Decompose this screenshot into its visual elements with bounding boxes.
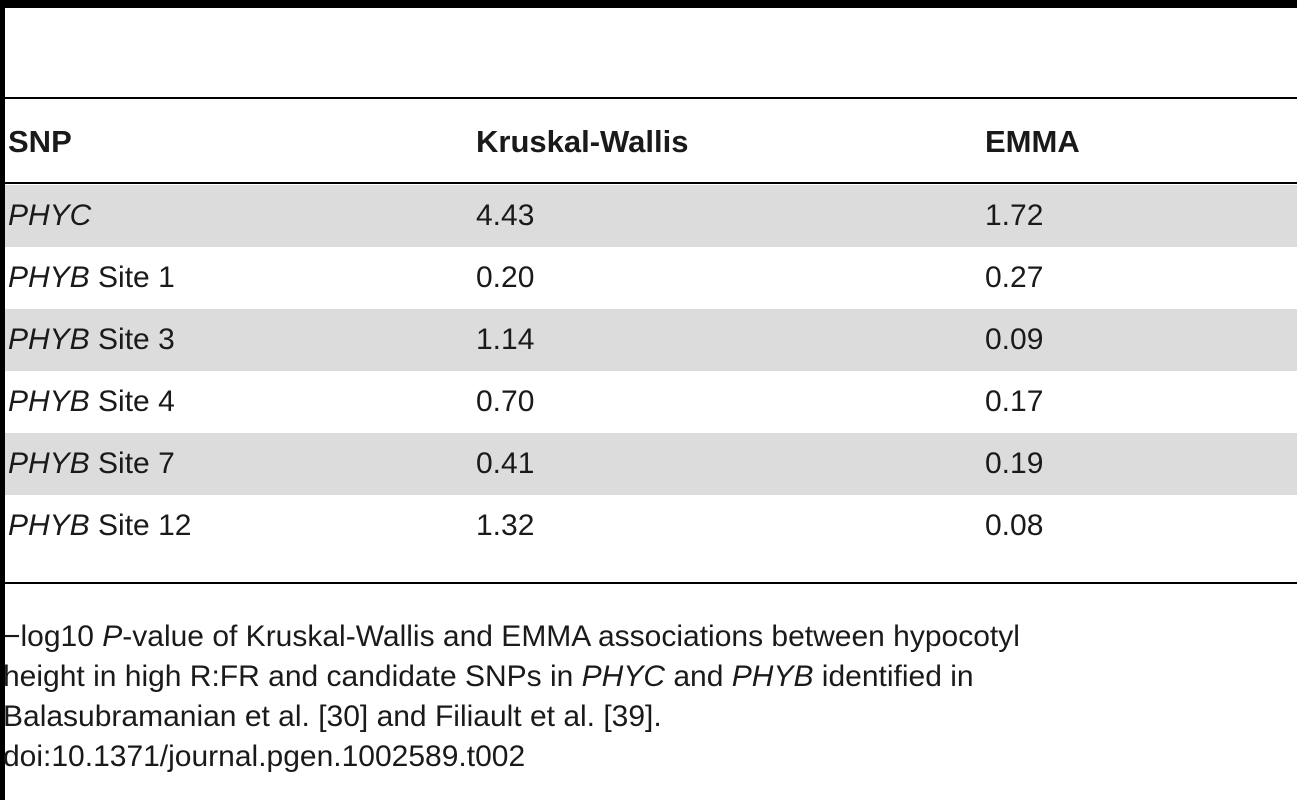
kruskal-wallis-cell: 4.43 xyxy=(476,199,535,232)
gene-name: PHYB xyxy=(8,385,90,418)
snp-cell: PHYB Site 4 xyxy=(8,371,175,433)
gene-name: PHYB xyxy=(8,323,90,356)
header-emma: EMMA xyxy=(985,124,1080,159)
footnote-text: -value of Kruskal-Wallis and EMMA associ… xyxy=(122,620,1020,653)
header-top-rule xyxy=(5,97,1297,99)
table-header-row: SNP Kruskal-Wallis EMMA xyxy=(5,111,1297,173)
emma-cell: 0.27 xyxy=(985,261,1044,294)
header-bottom-rule xyxy=(5,182,1297,184)
emma-cell: 0.17 xyxy=(985,385,1044,418)
header-snp: SNP xyxy=(8,124,72,159)
emma-cell: 0.09 xyxy=(985,323,1044,356)
kruskal-wallis-cell: 0.20 xyxy=(476,261,535,294)
table-row: PHYB Site 1 0.20 0.27 xyxy=(5,247,1297,309)
gene-name: PHYB xyxy=(8,447,90,480)
table-footnote: −log10 P-value of Kruskal-Wallis and EMM… xyxy=(3,617,1293,777)
header-kruskal-wallis: Kruskal-Wallis xyxy=(476,124,689,159)
kruskal-wallis-cell: 1.32 xyxy=(476,509,535,542)
snp-cell: PHYB Site 7 xyxy=(8,433,175,495)
site-label: Site 7 xyxy=(89,447,175,480)
gene-name: PHYC xyxy=(8,199,92,232)
gene-name: PHYB xyxy=(8,509,90,542)
table-top-border xyxy=(0,0,1297,8)
footnote-p-symbol: P xyxy=(102,620,123,653)
footnote-text: height in high R:FR and candidate SNPs i… xyxy=(3,660,582,693)
footnote-gene-phyc: PHYC xyxy=(581,660,666,693)
footnote-text: and xyxy=(665,660,732,693)
kruskal-wallis-cell: 1.14 xyxy=(476,323,535,356)
site-label: Site 4 xyxy=(89,385,175,418)
table-row: PHYB Site 3 1.14 0.09 xyxy=(5,309,1297,371)
kruskal-wallis-cell: 0.70 xyxy=(476,385,535,418)
snp-cell: PHYB Site 1 xyxy=(8,247,175,309)
footnote-doi: doi:10.1371/journal.pgen.1002589.t002 xyxy=(3,740,526,773)
footnote-line-3: Balasubramanian et al. [30] and Filiault… xyxy=(3,700,662,733)
emma-cell: 1.72 xyxy=(985,199,1044,232)
snp-cell: PHYB Site 12 xyxy=(8,495,191,557)
table-row: PHYB Site 4 0.70 0.17 xyxy=(5,371,1297,433)
snp-cell: PHYC xyxy=(8,185,91,247)
footnote-gene-phyb: PHYB xyxy=(731,660,814,693)
kruskal-wallis-cell: 0.41 xyxy=(476,447,535,480)
table-left-border xyxy=(0,0,5,800)
footnote-line-1: −log10 P-value of Kruskal-Wallis and EMM… xyxy=(3,617,1293,657)
site-label: Site 12 xyxy=(89,509,192,542)
table-row: PHYB Site 12 1.32 0.08 xyxy=(5,495,1297,557)
site-label: Site 1 xyxy=(89,261,175,294)
site-label: Site 3 xyxy=(89,323,175,356)
gene-name: PHYB xyxy=(8,261,90,294)
table-bottom-rule xyxy=(5,582,1297,584)
emma-cell: 0.19 xyxy=(985,447,1044,480)
table-row: PHYB Site 7 0.41 0.19 xyxy=(5,433,1297,495)
snp-cell: PHYB Site 3 xyxy=(8,309,175,371)
footnote-text: −log10 xyxy=(3,620,103,653)
table-row: PHYC 4.43 1.72 xyxy=(5,185,1297,247)
footnote-text: identified in xyxy=(813,660,974,693)
footnote-line-2: height in high R:FR and candidate SNPs i… xyxy=(3,657,1293,697)
emma-cell: 0.08 xyxy=(985,509,1044,542)
